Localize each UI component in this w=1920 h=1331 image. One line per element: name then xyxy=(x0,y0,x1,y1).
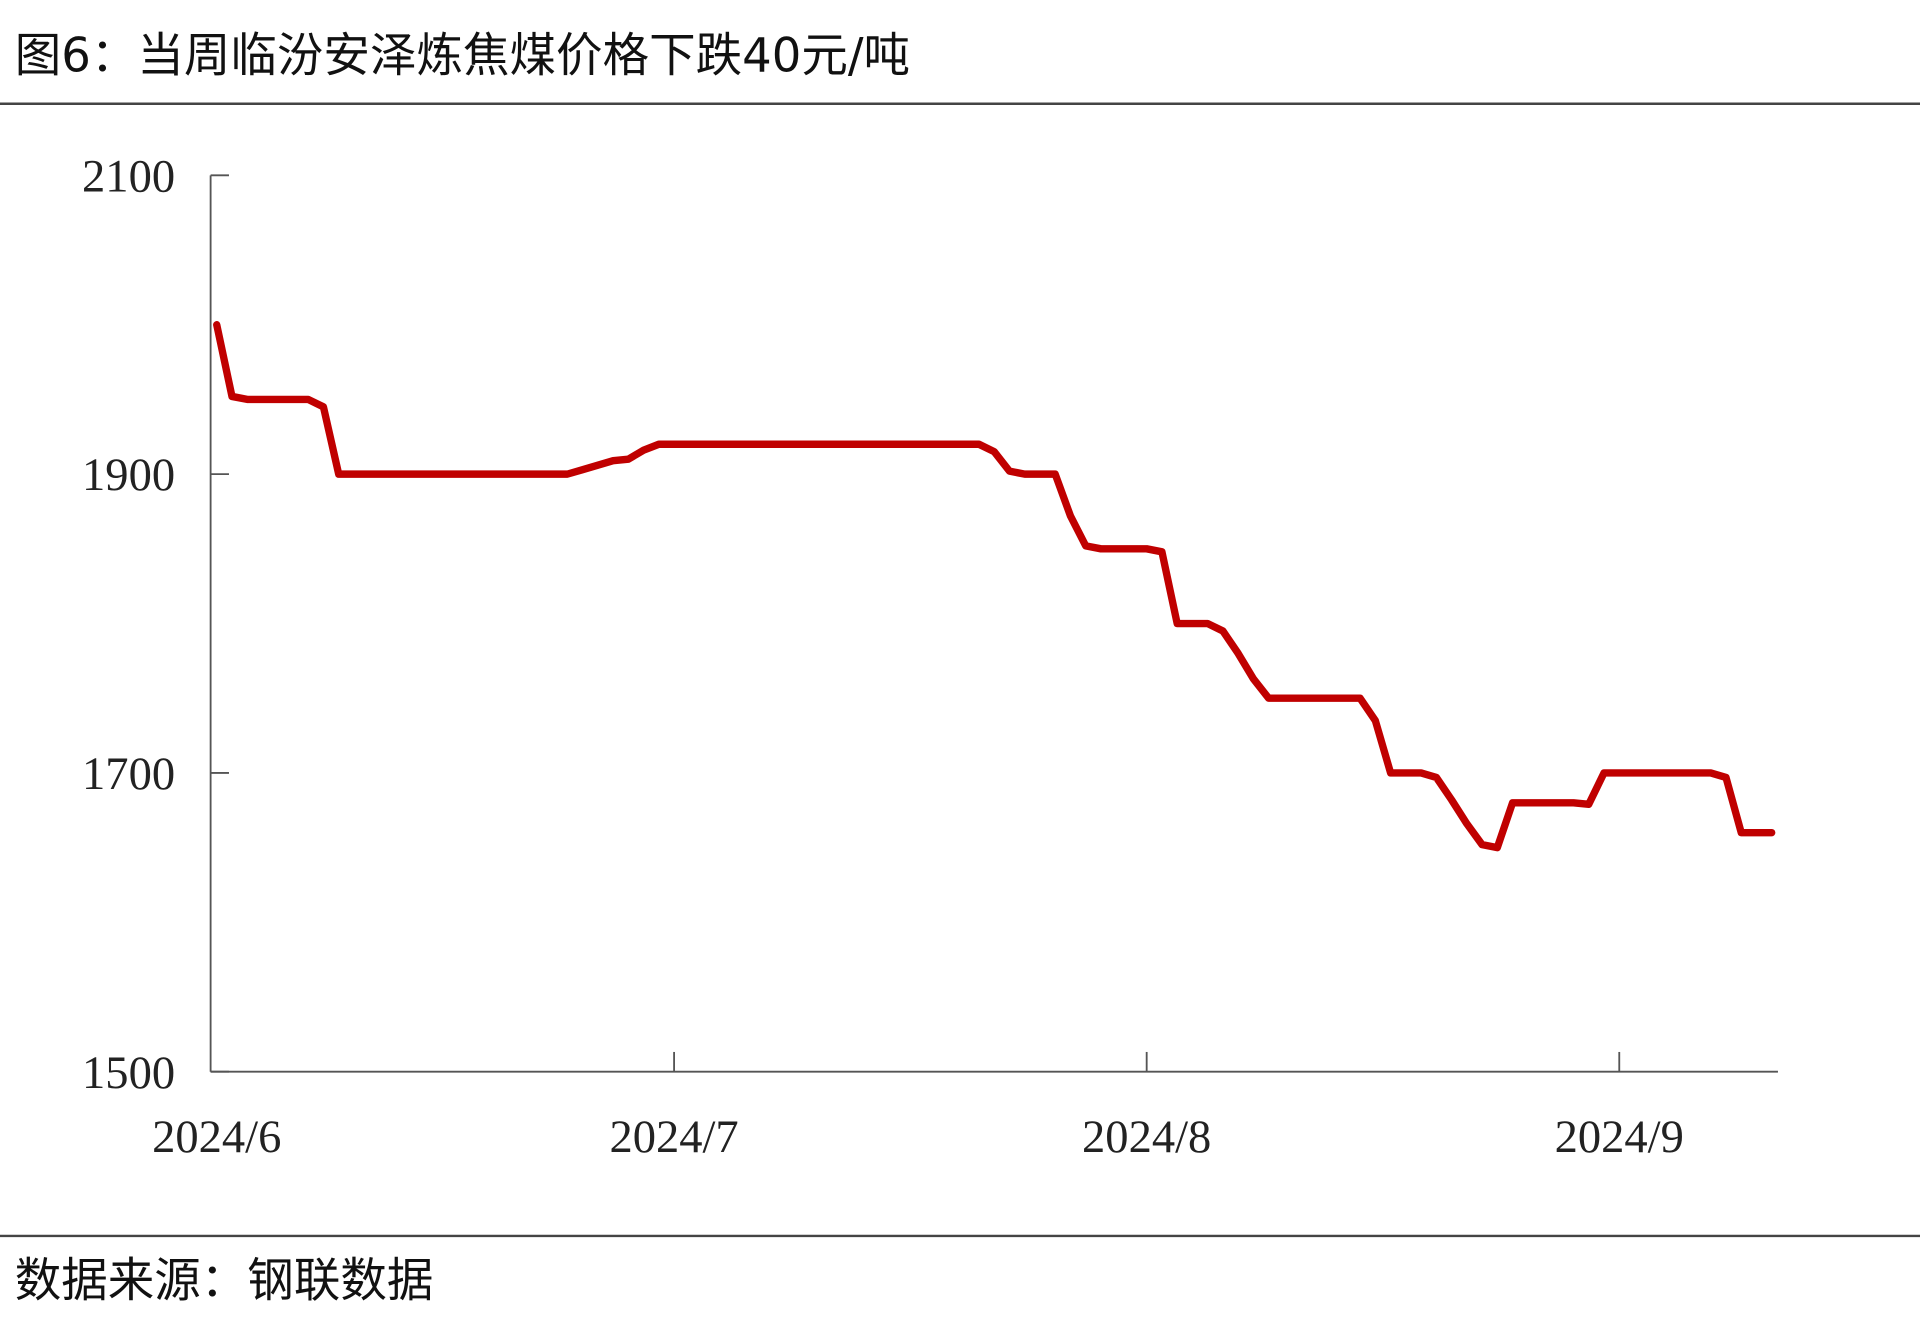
y-tick-label: 1700 xyxy=(82,748,175,800)
x-tick-label: 2024/7 xyxy=(609,1111,738,1163)
x-tick-label: 2024/8 xyxy=(1082,1111,1211,1163)
line-series xyxy=(213,321,1776,852)
y-tick-label: 2100 xyxy=(82,150,175,202)
y-tick-label: 1500 xyxy=(82,1047,175,1099)
y-tick-label: 1900 xyxy=(82,449,175,501)
source: 数据来源：钢联数据 xyxy=(15,1254,434,1308)
x-tick-label: 2024/6 xyxy=(152,1111,281,1163)
x-tick-label: 2024/9 xyxy=(1555,1111,1684,1163)
chart-title: 图6：当周临汾安泽炼焦煤价格下跌40元/吨 xyxy=(15,29,910,83)
